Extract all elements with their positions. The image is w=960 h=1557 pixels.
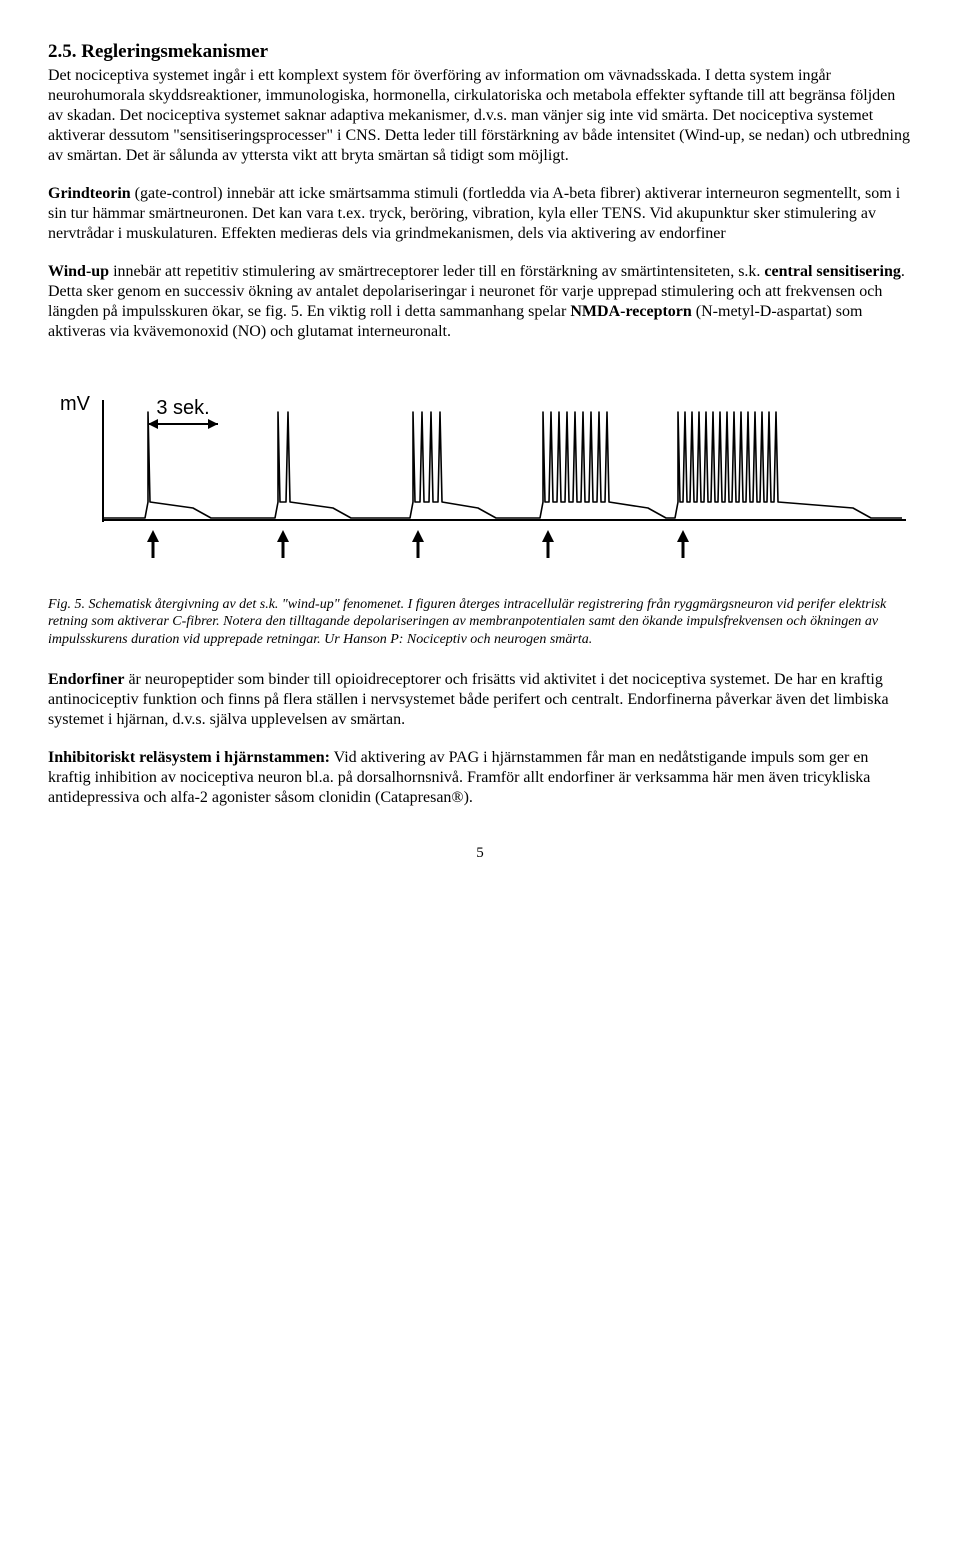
paragraph-windup: Wind-up innebär att repetitiv stimulerin… bbox=[48, 262, 912, 342]
text: innebär att repetitiv stimulering av smä… bbox=[109, 263, 764, 280]
stimulus-arrow-head bbox=[277, 530, 289, 542]
term-grindteorin: Grindteorin bbox=[48, 185, 131, 202]
paragraph-inhibitoriskt: Inhibitoriskt reläsystem i hjärnstammen:… bbox=[48, 748, 912, 808]
section-heading: 2.5. Regleringsmekanismer bbox=[48, 40, 912, 64]
y-axis-label: mV bbox=[60, 393, 91, 415]
figure-5: mV 3 sek. bbox=[48, 382, 912, 572]
neuron-trace bbox=[103, 412, 902, 518]
paragraph-endorfiner: Endorfiner är neuropeptider som binder t… bbox=[48, 670, 912, 730]
text: (gate-control) innebär att icke smärtsam… bbox=[48, 185, 900, 242]
stimulus-arrow-head bbox=[542, 530, 554, 542]
stimulus-arrow-head bbox=[412, 530, 424, 542]
stimulus-arrow-head bbox=[677, 530, 689, 542]
page-number: 5 bbox=[48, 844, 912, 863]
term-windup: Wind-up bbox=[48, 263, 109, 280]
text: är neuropeptider som binder till opioidr… bbox=[48, 671, 889, 728]
stimulus-arrow-head bbox=[147, 530, 159, 542]
time-marker-label: 3 sek. bbox=[156, 397, 209, 419]
paragraph-intro: Det nociceptiva systemet ingår i ett kom… bbox=[48, 66, 912, 166]
term-endorfiner: Endorfiner bbox=[48, 671, 124, 688]
paragraph-grindteorin: Grindteorin (gate-control) innebär att i… bbox=[48, 184, 912, 244]
windup-trace-svg: mV 3 sek. bbox=[48, 382, 912, 572]
term-central-sensitisering: central sensitisering bbox=[764, 263, 900, 280]
time-marker-arrow-right bbox=[208, 419, 218, 429]
term-nmda: NMDA-receptorn bbox=[570, 303, 691, 320]
time-marker-arrow-left bbox=[148, 419, 158, 429]
figure-5-caption: Fig. 5. Schematisk återgivning av det s.… bbox=[48, 596, 912, 649]
term-inhibitoriskt: Inhibitoriskt reläsystem i hjärnstammen: bbox=[48, 749, 330, 766]
